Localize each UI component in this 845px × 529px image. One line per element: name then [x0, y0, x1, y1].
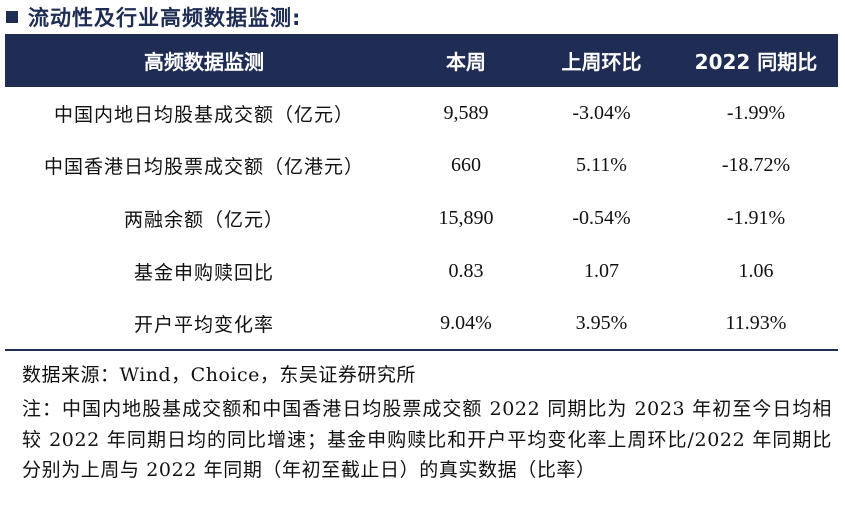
cell-yoy: -1.99%	[726, 101, 786, 124]
cell-yoy: -1.91%	[726, 206, 786, 229]
section-title-text: 流动性及行业高频数据监测:	[28, 6, 302, 30]
table-row: 基金申购赎回比 0.83 1.07 1.06	[5, 245, 838, 298]
cell-wow: 5.11%	[576, 154, 627, 177]
cell-yoy: -18.72%	[721, 154, 791, 177]
cell-wow: 3.95%	[529, 297, 674, 351]
table-row: 两融余额（亿元） 15,890 -0.54% -1.91%	[5, 192, 838, 245]
cell-wow: -0.54%	[572, 206, 631, 229]
section-title: 流动性及行业高频数据监测:	[6, 4, 301, 30]
table-row: 开户平均变化率 9.04% 3.95% 11.93%	[5, 297, 838, 351]
table-row: 中国香港日均股票成交额（亿港元） 660 5.11% -18.72%	[5, 140, 838, 193]
header-yoy-2022: 2022 同期比	[694, 50, 818, 74]
footnote: 注：中国内地股基成交额和中国香港日均股票成交额 2022 同期比为 2023 年…	[22, 398, 832, 481]
row-label: 中国香港日均股票成交额（亿港元）	[43, 156, 364, 179]
high-frequency-data-table: 高频数据监测 本周 上周环比 2022 同期比 中国内地日均股基成交额（亿元） …	[5, 34, 838, 351]
cell-this-week: 9,589	[443, 101, 489, 124]
table-header-row: 高频数据监测 本周 上周环比 2022 同期比	[5, 34, 838, 87]
data-source: 数据来源：Wind，Choice，东吴证券研究所	[22, 364, 416, 386]
table-row: 中国内地日均股基成交额（亿元） 9,589 -3.04% -1.99%	[5, 87, 838, 140]
header-wow: 上周环比	[561, 50, 642, 74]
cell-this-week: 9.04%	[403, 297, 529, 351]
row-label: 开户平均变化率	[5, 297, 403, 351]
square-bullet-icon	[6, 11, 18, 23]
cell-yoy: 11.93%	[674, 297, 838, 351]
row-label: 基金申购赎回比	[133, 261, 274, 284]
header-this-week: 本周	[446, 50, 486, 74]
row-label: 两融余额（亿元）	[123, 208, 284, 231]
cell-wow: 1.07	[584, 259, 619, 282]
header-indicator: 高频数据监测	[144, 50, 264, 74]
cell-this-week: 660	[451, 154, 481, 177]
row-label: 中国内地日均股基成交额（亿元）	[53, 103, 354, 126]
cell-yoy: 1.06	[738, 259, 774, 282]
cell-wow: -3.04%	[572, 101, 631, 124]
cell-this-week: 0.83	[448, 259, 484, 282]
cell-this-week: 15,890	[438, 206, 494, 229]
